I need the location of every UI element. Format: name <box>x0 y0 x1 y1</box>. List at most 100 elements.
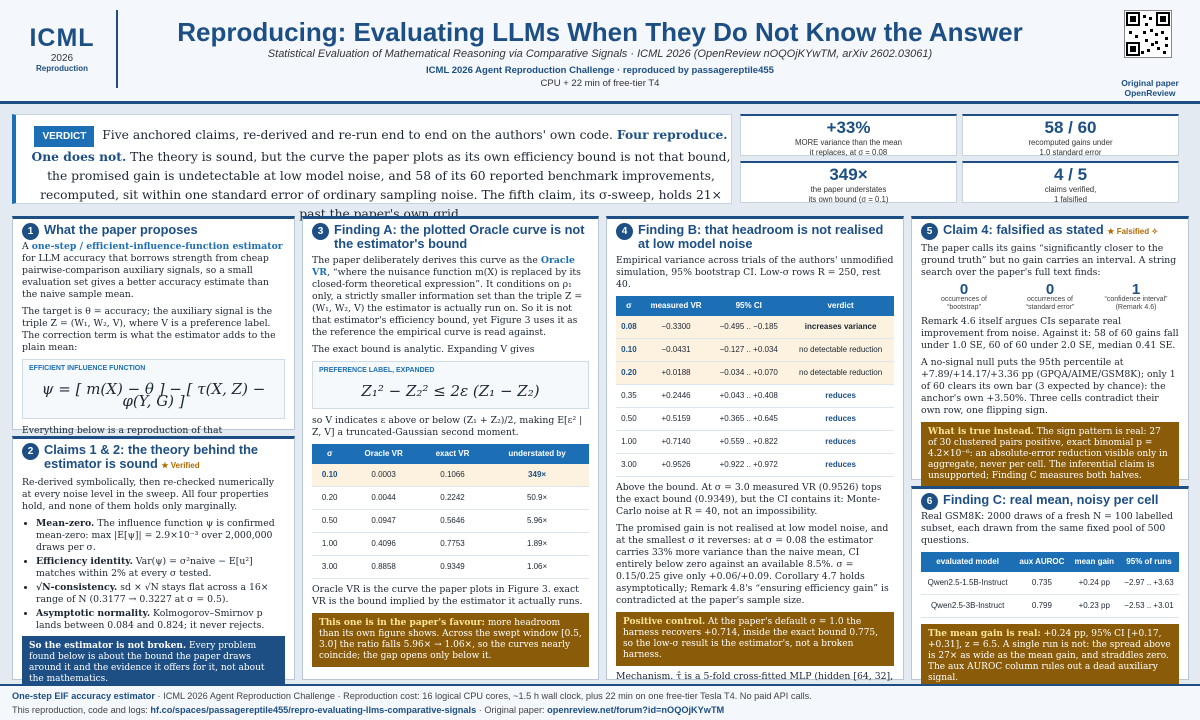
oracle-vr-link[interactable]: Oracle VR <box>312 255 575 278</box>
table-row: 0.50 +0.5159 +0.365 .. +0.645 reduces <box>616 407 894 431</box>
page-subtitle: Statistical Evaluation of Mathematical R… <box>267 48 933 60</box>
list-item: Efficiency identity. Var(ψ) = σ²naive − … <box>36 556 285 580</box>
callout-head: What is true instead. <box>928 427 1034 437</box>
callout-text: The sign pattern is real: 27 of 30 clust… <box>928 427 1168 481</box>
callout-text: more headroom than its own figure shows.… <box>319 618 582 661</box>
cell: +0.043 .. +0.408 <box>710 384 788 408</box>
cell: 3.00 <box>616 453 642 477</box>
cell: 0.08 <box>616 316 642 339</box>
table-row: 1.00 +0.7140 +0.559 .. +0.822 reduces <box>616 430 894 454</box>
table-row: 3.00 0.8858 0.9349 1.06× <box>312 555 589 579</box>
callout: The mean gain is real: +0.24 pp, 95% CI … <box>921 624 1179 689</box>
stat-label: recomputed gains under <box>1028 138 1113 147</box>
cell: +0.0188 <box>641 361 711 385</box>
count-label: “standard error” <box>1025 304 1075 311</box>
column-header: σ <box>312 444 348 464</box>
estimator-link[interactable]: one-step / efficient-influence-function … <box>31 241 283 252</box>
repro-link[interactable]: hf.co/spaces/passagereptile455/repro-eva… <box>150 705 477 715</box>
cell: 1.00 <box>616 430 642 454</box>
cell: 0.9349 <box>419 555 486 579</box>
count-label: (Remark 4.6) <box>1115 304 1157 311</box>
cell: 0.799 <box>1014 594 1070 618</box>
cell: 1.89× <box>485 532 589 556</box>
section-number: 4 <box>616 223 633 240</box>
panel-what-paper-proposes: 1 What the paper proposes A one-step / ef… <box>12 216 295 472</box>
cell: −0.495 .. −0.185 <box>710 316 788 339</box>
column-header: verdict <box>787 296 894 316</box>
verdict-emphasis: Four reproduce. One does not. <box>31 127 728 164</box>
count-label: “confidence interval” <box>1104 296 1168 303</box>
stat-value: 4 / 5 <box>1053 165 1088 184</box>
section-number: 5 <box>921 223 938 240</box>
stat-value: +33% <box>826 118 871 137</box>
equation-label: PREFERENCE LABEL, EXPANDED <box>319 367 435 374</box>
paragraph: Empirical variance across trials of the … <box>616 255 894 290</box>
cell: 0.0044 <box>347 486 420 510</box>
footer-text: · Original paper: <box>476 705 548 715</box>
cell: 0.1066 <box>419 464 486 487</box>
table-row: 0.35 +0.2446 +0.043 .. +0.408 reduces <box>616 384 894 408</box>
cell: 0.20 <box>312 486 348 510</box>
paragraph: so V indicates ε above or below (Z₁ + Z₂… <box>312 415 583 438</box>
footer-line-2: This reproduction, code and logs: hf.co/… <box>12 703 1188 717</box>
equation: Z₁² − Z₂² ≤ 2ε (Z₁ − Z₂) <box>361 382 540 400</box>
logo-text: ICML <box>29 24 95 52</box>
qr-code-icon[interactable] <box>1124 10 1172 58</box>
qr-label[interactable]: Original paper OpenReview <box>1110 78 1190 98</box>
table-row: 3.00 +0.9526 +0.922 .. +0.972 reduces <box>616 453 894 477</box>
table-row: Qwen2.5-3B-Instruct 0.799 +0.23 pp −2.53 ..… <box>921 594 1179 618</box>
paragraph: The paper deliberately derives this curv… <box>312 255 589 339</box>
cell: 0.10 <box>312 464 348 487</box>
stat-label: MORE variance than the mean <box>794 138 903 147</box>
cell: +0.365 .. +0.645 <box>710 407 788 431</box>
callout-text: At the paper's default σ = 1.0 the harne… <box>623 617 879 660</box>
count-value: 0 <box>1045 281 1055 298</box>
cell: 0.0003 <box>347 464 420 487</box>
count-label: occurrences of <box>1027 296 1073 303</box>
callout-head: Positive control. <box>623 617 706 627</box>
panel-title: 2 Claims 1 & 2: the theory behind the est… <box>22 443 285 473</box>
callout: What is true instead. The sign pattern i… <box>921 422 1179 487</box>
section-number: 6 <box>921 493 938 510</box>
paragraph: Above the bound. At σ = 3.0 measured VR … <box>616 482 882 517</box>
footer-line-1: One-step EIF accuracy estimator · ICML 2… <box>12 689 1188 703</box>
cell: reduces <box>787 430 894 454</box>
cell: 0.20 <box>616 361 642 385</box>
cell: reduces <box>787 407 894 431</box>
item-text: Kolmogorov–Smirnov p lands between 0.084… <box>36 608 265 631</box>
panel-title: 5 Claim 4: falsified as stated ★ Falsifie… <box>921 223 1179 240</box>
cell: −0.3300 <box>641 316 711 339</box>
cell: Qwen2.5-3B-Instruct <box>921 594 1015 618</box>
section-number: 1 <box>22 223 39 240</box>
column-header: measured VR <box>641 296 711 316</box>
cell: reduces <box>787 384 894 408</box>
verdict-text: VERDICT Five anchored claims, re-derived… <box>31 125 731 224</box>
cell: +0.7140 <box>641 430 711 454</box>
cell: 0.50 <box>616 407 642 431</box>
cell: 0.8858 <box>347 555 420 579</box>
cell: 50.9× <box>485 486 589 510</box>
cell: 0.7753 <box>419 532 486 556</box>
cell: 3.00 <box>312 555 348 579</box>
cell: 0.2242 <box>419 486 486 510</box>
panel-title: 3 Finding A: the plotted Oracle curve is … <box>312 223 589 251</box>
section-number: 2 <box>22 443 39 460</box>
cell: −2.53 .. +3.01 <box>1118 594 1179 618</box>
panel-title: 6 Finding C: real mean, noisy per cell <box>921 493 1179 510</box>
cell: +0.24 pp <box>1069 572 1119 595</box>
cell: +0.5159 <box>641 407 711 431</box>
stat-label: 1.0 standard error <box>1039 147 1102 157</box>
openreview-link[interactable]: openreview.net/forum?id=nOQOjKYwTM <box>547 705 725 715</box>
column-header: evaluated model <box>921 552 1015 572</box>
cell: 0.5646 <box>419 509 486 533</box>
cell: 0.50 <box>312 509 348 533</box>
paragraph: The exact bound is analytic. Expanding V… <box>312 344 535 355</box>
item-text: Var(ψ) = σ²naive − E[u²] matches within … <box>36 556 253 579</box>
item-head: Asymptotic normality. <box>36 608 151 619</box>
column-header: aux AUROC <box>1014 552 1070 572</box>
property-list: Mean-zero. The influence function ψ is c… <box>36 518 285 632</box>
paragraph: A no-signal null puts the 95th percentil… <box>921 357 1176 416</box>
stat-label: it replaces, at σ = 0.08 <box>809 147 888 157</box>
callout: This one is in the paper's favour: more … <box>312 613 589 667</box>
cell: +0.23 pp <box>1069 594 1119 618</box>
